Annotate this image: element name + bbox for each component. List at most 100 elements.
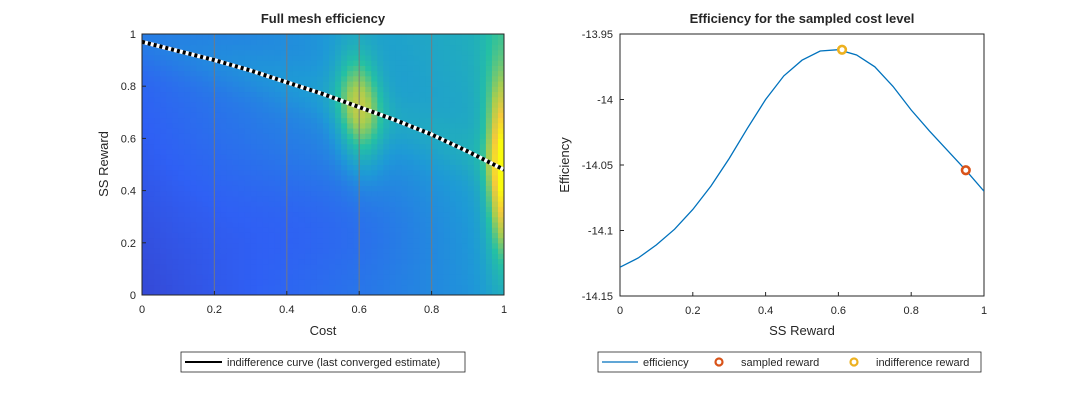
heatmap-cell xyxy=(449,107,457,113)
heatmap-cell xyxy=(208,268,215,275)
heatmap-cell xyxy=(220,237,228,244)
heatmap-cell xyxy=(256,263,264,270)
heatmap-cell xyxy=(419,112,427,119)
heatmap-cell xyxy=(256,127,264,134)
heatmap-cell xyxy=(160,75,167,82)
heatmap-cell xyxy=(329,274,336,280)
heatmap-cell xyxy=(184,169,191,176)
heatmap-cell xyxy=(407,284,415,291)
heatmap-cell xyxy=(485,49,493,56)
heatmap-cell xyxy=(431,127,439,134)
heatmap-cell xyxy=(244,174,252,181)
heatmap-cell xyxy=(353,180,360,186)
heatmap-cell xyxy=(304,133,312,139)
heatmap-cell xyxy=(208,80,215,87)
heatmap-cell xyxy=(244,117,252,124)
heatmap-cell xyxy=(214,190,222,197)
heatmap-cell xyxy=(425,54,433,61)
heatmap-cell xyxy=(437,216,445,223)
heatmap-cell xyxy=(142,216,149,223)
heatmap-cell xyxy=(359,242,366,249)
heatmap-cell xyxy=(455,34,463,40)
heatmap-cell xyxy=(353,65,360,72)
heatmap-cell xyxy=(365,263,372,270)
heatmap-cell xyxy=(491,185,499,192)
heatmap-cell xyxy=(335,263,342,270)
heatmap-cell xyxy=(184,190,191,197)
heatmap-cell xyxy=(172,34,179,40)
heatmap-cell xyxy=(304,44,312,51)
heatmap-cell xyxy=(286,154,294,160)
heatmap-cell xyxy=(401,201,409,207)
heatmap-cell xyxy=(323,169,330,176)
heatmap-cell xyxy=(292,258,300,265)
heatmap-cell xyxy=(443,60,451,66)
heatmap-cell xyxy=(431,117,439,124)
heatmap-cell xyxy=(467,159,475,166)
heatmap-cell xyxy=(365,44,372,51)
heatmap-cell xyxy=(437,195,445,202)
heatmap-cell xyxy=(184,185,191,192)
heatmap-cell xyxy=(449,112,457,119)
heatmap-cell xyxy=(280,284,288,291)
heatmap-cell xyxy=(467,185,475,192)
heatmap-cell xyxy=(389,237,396,244)
heatmap-cell xyxy=(166,112,173,119)
heatmap-cell xyxy=(244,86,252,93)
heatmap-cell xyxy=(383,221,390,228)
heatmap-cell xyxy=(190,185,197,192)
heatmap-cell xyxy=(449,117,457,124)
heatmap-cell xyxy=(316,201,324,207)
heatmap-cell xyxy=(449,96,457,103)
heatmap-cell xyxy=(292,211,300,218)
heatmap-cell xyxy=(220,107,228,113)
heatmap-cell xyxy=(359,237,366,244)
heatmap-cell xyxy=(274,65,282,72)
heatmap-cell xyxy=(437,242,445,249)
heatmap-cell xyxy=(154,268,161,275)
heatmap-cell xyxy=(190,274,197,280)
heatmap-cell xyxy=(389,122,396,129)
heatmap-cell xyxy=(467,232,475,239)
heatmap-cell xyxy=(178,237,185,244)
heatmap-cell xyxy=(359,44,366,51)
heatmap-cell xyxy=(389,227,396,233)
heatmap-cell xyxy=(232,138,240,145)
heatmap-cell xyxy=(226,185,234,192)
heatmap-cell xyxy=(154,253,161,260)
heatmap-cell xyxy=(154,127,161,134)
heatmap-cell xyxy=(335,216,342,223)
heatmap-cell xyxy=(178,169,185,176)
heatmap-cell xyxy=(365,96,372,103)
heatmap-cell xyxy=(437,127,445,134)
heatmap-cell xyxy=(214,70,222,77)
heatmap-cell xyxy=(286,65,294,72)
heatmap-cell xyxy=(304,227,312,233)
heatmap-cell xyxy=(310,143,318,150)
heatmap-cell xyxy=(250,211,258,218)
heatmap-cell xyxy=(190,49,197,56)
heatmap-cell xyxy=(172,122,179,129)
heatmap-cell xyxy=(389,159,396,166)
heatmap-cell xyxy=(449,195,457,202)
heatmap-cell xyxy=(419,117,427,124)
heatmap-cell xyxy=(250,148,258,155)
heatmap-cell xyxy=(353,190,360,197)
heatmap-cell xyxy=(310,138,318,145)
heatmap-cell xyxy=(160,34,167,40)
heatmap-cell xyxy=(413,148,421,155)
heatmap-cell xyxy=(407,211,415,218)
heatmap-cell xyxy=(497,86,504,93)
heatmap-cell xyxy=(184,117,191,124)
heatmap-cell xyxy=(238,91,246,98)
heatmap-cell xyxy=(431,211,439,218)
heatmap-cell xyxy=(202,96,209,103)
heatmap-cell xyxy=(359,274,366,280)
heatmap-cell xyxy=(142,242,149,249)
heatmap-cell xyxy=(389,154,396,160)
heatmap-y-tick-label: 0 xyxy=(130,290,136,302)
heatmap-cell xyxy=(407,91,415,98)
heatmap-cell xyxy=(244,127,252,134)
heatmap-cell xyxy=(178,143,185,150)
heatmap-cell xyxy=(238,70,246,77)
